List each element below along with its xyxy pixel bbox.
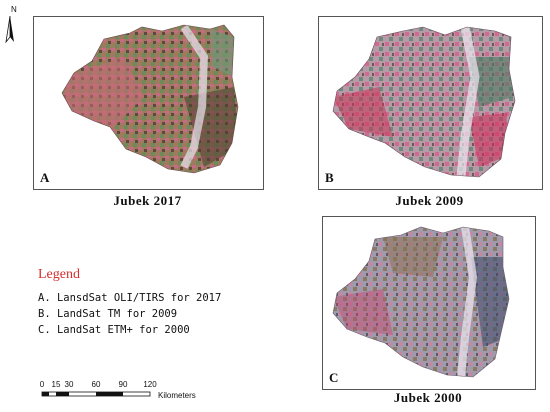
scale-tick-90: 90: [118, 380, 128, 389]
panel-letter-a: A: [40, 170, 50, 185]
scale-unit-label: Kilometers: [158, 391, 196, 400]
north-arrow: N: [2, 5, 18, 46]
scale-tick-15: 15: [51, 380, 61, 389]
legend-item-b: B. LandSat TM for 2009: [38, 308, 178, 320]
satellite-image-2017: [61, 24, 239, 174]
north-arrow-icon: [5, 15, 14, 44]
legend-item-c: C. LandSat ETM+ for 2000: [38, 324, 190, 336]
panel-caption-a: Jubek 2017: [113, 193, 182, 208]
legend-item-a: A. LansdSat OLI/TIRS for 2017: [38, 292, 222, 304]
panel-caption-c: Jubek 2000: [393, 390, 463, 405]
satellite-image-2000: [332, 226, 510, 378]
scale-tick-30: 30: [64, 380, 74, 389]
satellite-image-2009: [332, 26, 516, 178]
scale-bar-graphic: [41, 391, 151, 397]
scale-tick-120: 120: [143, 380, 157, 389]
north-label: N: [11, 5, 17, 14]
panel-letter-c: C: [329, 370, 339, 385]
panel-caption-b: Jubek 2009: [395, 193, 464, 208]
map-panel-a: A: [33, 16, 264, 190]
map-panel-c: C: [322, 216, 536, 390]
panel-letter-b: B: [325, 170, 334, 185]
scale-tick-60: 60: [91, 380, 101, 389]
legend-title: Legend: [38, 267, 80, 282]
map-panel-b: B: [318, 16, 543, 190]
scale-bar: 0 15 30 60 90 120 Kilometers: [38, 380, 238, 404]
scale-tick-0: 0: [39, 380, 45, 389]
